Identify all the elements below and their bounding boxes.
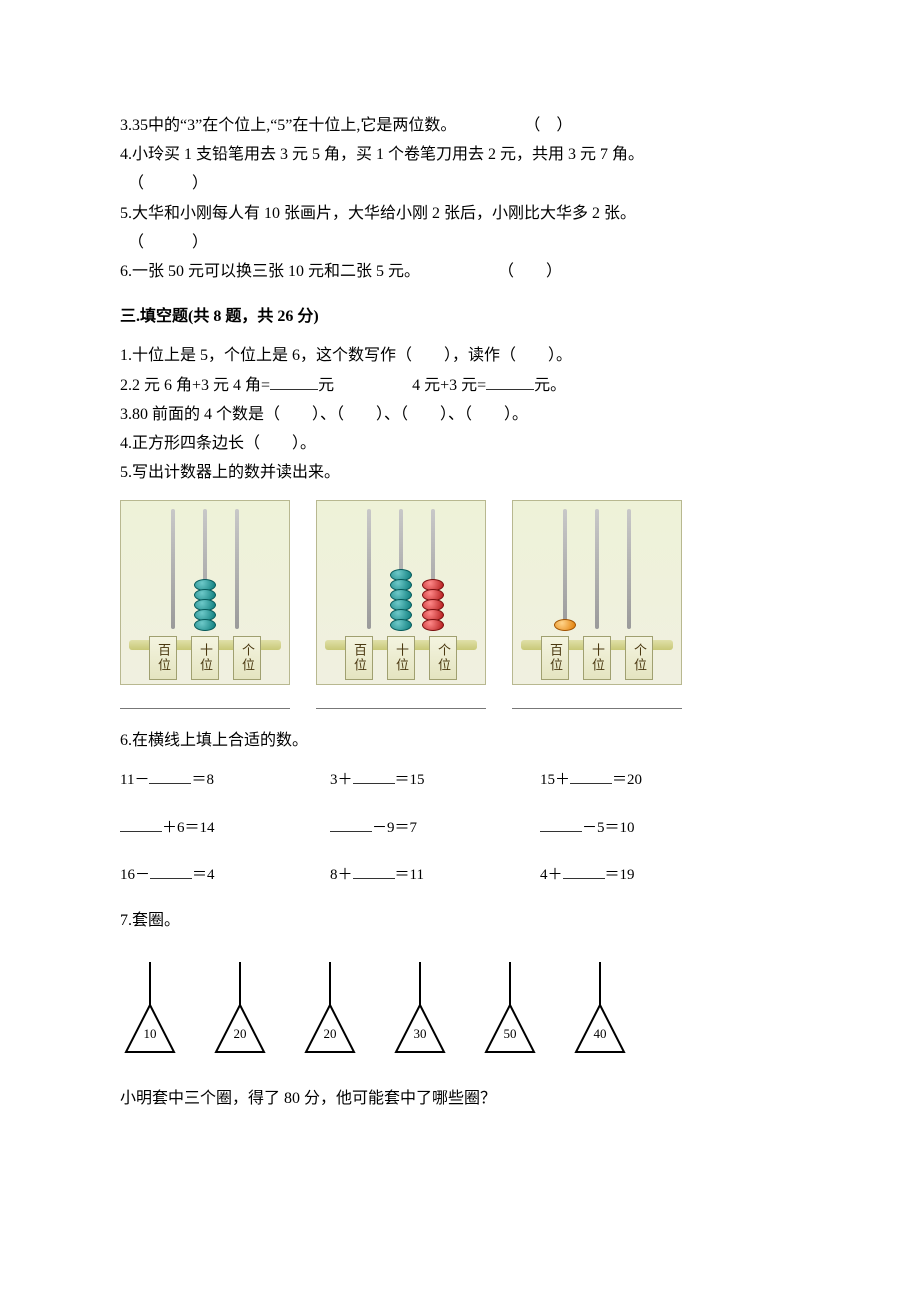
fill-q2: 2.2 元 6 角+3 元 4 角= 元 4 元+3 元= 元。 xyxy=(120,372,800,399)
fill-q4: 4.正方形四条边长（ ）。 xyxy=(120,430,800,457)
equation-cell: 3＋＝15 xyxy=(330,768,540,794)
equation-blank xyxy=(149,783,191,784)
equation-blank xyxy=(540,831,582,832)
judgement-q5: 5.大华和小刚每人有 10 张画片，大华给小刚 2 张后，小刚比大华多 2 张。 xyxy=(120,200,800,227)
place-label: 十位 xyxy=(191,636,219,680)
fill-q2b-unit: 元。 xyxy=(534,377,566,394)
place-label: 百位 xyxy=(541,636,569,680)
q5-text: 5.大华和小刚每人有 10 张画片，大华给小刚 2 张后，小刚比大华多 2 张。 xyxy=(120,205,636,222)
write-line-2 xyxy=(316,695,486,709)
q4-text: 4.小玲买 1 支铅笔用去 3 元 5 角，买 1 个卷笔刀用去 2 元，共用 … xyxy=(120,146,644,163)
equation-blank xyxy=(330,831,372,832)
peg-1: 10 xyxy=(120,960,180,1055)
bead-red xyxy=(422,619,444,631)
fill-q2a-unit: 元 xyxy=(318,377,334,394)
peg-value: 10 xyxy=(120,1023,180,1045)
peg-value: 30 xyxy=(390,1023,450,1045)
fill-q2a: 2.2 元 6 角+3 元 4 角= xyxy=(120,377,270,394)
rod xyxy=(431,509,435,629)
counter-write-lines xyxy=(120,695,800,709)
place-label: 十位 xyxy=(583,636,611,680)
counters-row: 百位十位个位百位十位个位百位十位个位 xyxy=(120,500,800,685)
equation-cell: －5＝10 xyxy=(540,816,750,842)
bead-orange xyxy=(554,619,576,631)
equation-cell: ＋6＝14 xyxy=(120,816,330,842)
peg-value: 20 xyxy=(300,1023,360,1045)
place-label: 个位 xyxy=(233,636,261,680)
peg-value: 50 xyxy=(480,1023,540,1045)
write-line-1 xyxy=(120,695,290,709)
counter-2: 百位十位个位 xyxy=(316,500,486,685)
ringtoss-row: 10 20 20 30 50 40 xyxy=(120,960,800,1055)
q6-paren: （ ） xyxy=(498,263,562,280)
fill-q3: 3.80 前面的 4 个数是（ ）、（ ）、（ ）、（ ）。 xyxy=(120,401,800,428)
bead-teal xyxy=(390,619,412,631)
rod xyxy=(367,509,371,629)
write-line-3 xyxy=(512,695,682,709)
judgement-q4-paren-line: （ ） xyxy=(120,170,800,197)
judgement-q4: 4.小玲买 1 支铅笔用去 3 元 5 角，买 1 个卷笔刀用去 2 元，共用 … xyxy=(120,141,800,168)
section-3-title: 三.填空题(共 8 题，共 26 分) xyxy=(120,303,800,330)
equation-blank xyxy=(120,831,162,832)
rod xyxy=(235,509,239,629)
rod xyxy=(627,509,631,629)
equation-grid: 11－＝83＋＝1515＋＝20 ＋6＝14－9＝7－5＝10 16－＝48＋＝11… xyxy=(120,768,800,889)
place-label: 百位 xyxy=(149,636,177,680)
fill-q7-title: 7.套圈。 xyxy=(120,907,800,934)
equation-blank xyxy=(353,878,395,879)
q3-paren: （ ） xyxy=(524,117,572,134)
equation-cell: 15＋＝20 xyxy=(540,768,750,794)
q6-text: 6.一张 50 元可以换三张 10 元和二张 5 元。 xyxy=(120,263,420,280)
counter-3: 百位十位个位 xyxy=(512,500,682,685)
fill-q7-text: 小明套中三个圈，得了 80 分，他可能套中了哪些圈？ xyxy=(120,1085,800,1112)
equation-cell: 8＋＝11 xyxy=(330,863,540,889)
peg-value: 40 xyxy=(570,1023,630,1045)
q3-text: 3.35中的“3”在个位上,“5”在十位上,它是两位数。 xyxy=(120,117,456,134)
judgement-q6: 6.一张 50 元可以换三张 10 元和二张 5 元。 （ ） xyxy=(120,258,800,285)
rod xyxy=(563,509,567,629)
equation-blank xyxy=(563,878,605,879)
equation-blank xyxy=(570,783,612,784)
equation-cell: 16－＝4 xyxy=(120,863,330,889)
fill-q2b: 4 元+3 元= xyxy=(412,377,486,394)
place-label: 百位 xyxy=(345,636,373,680)
place-label: 个位 xyxy=(625,636,653,680)
equation-cell: 11－＝8 xyxy=(120,768,330,794)
equation-cell: 4＋＝19 xyxy=(540,863,750,889)
bead-teal xyxy=(194,619,216,631)
peg-4: 30 xyxy=(390,960,450,1055)
rod xyxy=(595,509,599,629)
equation-blank xyxy=(150,878,192,879)
peg-2: 20 xyxy=(210,960,270,1055)
place-label: 个位 xyxy=(429,636,457,680)
peg-value: 20 xyxy=(210,1023,270,1045)
equation-cell: －9＝7 xyxy=(330,816,540,842)
place-label: 十位 xyxy=(387,636,415,680)
peg-6: 40 xyxy=(570,960,630,1055)
judgement-q3: 3.35中的“3”在个位上,“5”在十位上,它是两位数。 （ ） xyxy=(120,112,800,139)
counter-1: 百位十位个位 xyxy=(120,500,290,685)
rod xyxy=(171,509,175,629)
blank-q2b xyxy=(486,374,534,390)
blank-q2a xyxy=(270,374,318,390)
fill-q6-title: 6.在横线上填上合适的数。 xyxy=(120,727,800,754)
fill-q1: 1.十位上是 5，个位上是 6，这个数写作（ ），读作（ ）。 xyxy=(120,342,800,369)
judgement-q5-paren-line: （ ） xyxy=(120,229,800,256)
fill-q5: 5.写出计数器上的数并读出来。 xyxy=(120,459,800,486)
rod xyxy=(203,509,207,629)
rod xyxy=(399,509,403,629)
peg-5: 50 xyxy=(480,960,540,1055)
peg-3: 20 xyxy=(300,960,360,1055)
equation-blank xyxy=(353,783,395,784)
